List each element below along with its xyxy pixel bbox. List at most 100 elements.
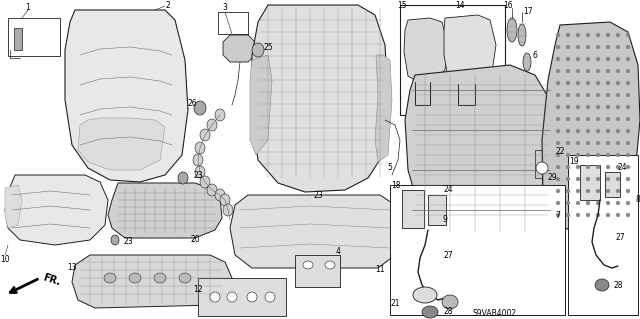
Ellipse shape (616, 141, 620, 145)
Text: 26: 26 (187, 99, 197, 108)
Ellipse shape (576, 81, 580, 85)
Text: 17: 17 (523, 8, 533, 17)
Ellipse shape (566, 69, 570, 73)
Bar (400, 5, 505, 115)
Ellipse shape (179, 273, 191, 283)
Ellipse shape (325, 261, 335, 269)
Ellipse shape (154, 273, 166, 283)
Ellipse shape (207, 184, 217, 196)
Text: 18: 18 (391, 182, 401, 190)
Text: 24: 24 (443, 186, 453, 195)
Text: FR.: FR. (42, 272, 62, 287)
Bar (402, 190, 424, 228)
Ellipse shape (566, 105, 570, 109)
Ellipse shape (596, 117, 600, 121)
Text: 16: 16 (503, 2, 513, 11)
Ellipse shape (576, 57, 580, 61)
Text: 21: 21 (390, 299, 400, 308)
Text: 20: 20 (190, 235, 200, 244)
Text: 28: 28 (613, 280, 623, 290)
Ellipse shape (556, 93, 560, 97)
Text: 5: 5 (388, 164, 392, 173)
Ellipse shape (566, 213, 570, 217)
Ellipse shape (626, 165, 630, 169)
Ellipse shape (616, 201, 620, 205)
Ellipse shape (626, 105, 630, 109)
Ellipse shape (616, 129, 620, 133)
Ellipse shape (195, 142, 205, 154)
Ellipse shape (576, 93, 580, 97)
Ellipse shape (507, 18, 517, 42)
Text: 24: 24 (617, 164, 627, 173)
Ellipse shape (576, 45, 580, 49)
Ellipse shape (566, 45, 570, 49)
Ellipse shape (595, 279, 609, 291)
Text: 23: 23 (123, 238, 133, 247)
Text: 25: 25 (263, 43, 273, 53)
Ellipse shape (606, 189, 610, 193)
Ellipse shape (586, 69, 590, 73)
Ellipse shape (220, 194, 230, 206)
Text: 15: 15 (397, 1, 407, 10)
Polygon shape (542, 22, 640, 232)
Bar (568, 155, 638, 315)
Ellipse shape (616, 57, 620, 61)
Text: 4: 4 (335, 248, 340, 256)
Ellipse shape (606, 153, 610, 157)
Ellipse shape (576, 69, 580, 73)
Text: 27: 27 (615, 234, 625, 242)
Text: 13: 13 (67, 263, 77, 272)
Text: 1: 1 (26, 4, 30, 12)
Ellipse shape (586, 213, 590, 217)
Text: 7: 7 (556, 211, 561, 219)
Ellipse shape (566, 57, 570, 61)
Ellipse shape (606, 117, 610, 121)
Ellipse shape (566, 33, 570, 37)
Ellipse shape (247, 292, 257, 302)
Ellipse shape (200, 129, 210, 141)
Ellipse shape (194, 101, 206, 115)
Ellipse shape (596, 153, 600, 157)
Ellipse shape (556, 201, 560, 205)
Text: 10: 10 (0, 256, 10, 264)
Text: 14: 14 (455, 1, 465, 10)
Ellipse shape (626, 93, 630, 97)
Ellipse shape (616, 213, 620, 217)
Ellipse shape (626, 129, 630, 133)
Ellipse shape (596, 81, 600, 85)
Text: 23: 23 (193, 170, 203, 180)
Ellipse shape (556, 141, 560, 145)
Ellipse shape (223, 204, 233, 216)
Ellipse shape (586, 129, 590, 133)
Ellipse shape (606, 33, 610, 37)
Ellipse shape (566, 117, 570, 121)
Ellipse shape (596, 45, 600, 49)
Ellipse shape (586, 165, 590, 169)
Ellipse shape (606, 81, 610, 85)
Polygon shape (14, 28, 22, 50)
Text: 2: 2 (166, 1, 170, 10)
Ellipse shape (596, 201, 600, 205)
Polygon shape (65, 10, 188, 182)
Text: 28: 28 (444, 308, 452, 316)
Ellipse shape (606, 69, 610, 73)
Ellipse shape (566, 153, 570, 157)
Ellipse shape (616, 165, 620, 169)
Ellipse shape (536, 162, 548, 174)
Ellipse shape (111, 235, 119, 245)
Text: 9: 9 (443, 216, 447, 225)
Ellipse shape (596, 189, 600, 193)
Bar (218, 12, 248, 34)
Ellipse shape (606, 45, 610, 49)
Ellipse shape (576, 105, 580, 109)
Ellipse shape (626, 213, 630, 217)
Ellipse shape (606, 141, 610, 145)
Ellipse shape (556, 105, 560, 109)
Ellipse shape (616, 189, 620, 193)
Polygon shape (108, 183, 222, 238)
Ellipse shape (207, 119, 217, 131)
Ellipse shape (606, 105, 610, 109)
Ellipse shape (556, 213, 560, 217)
Ellipse shape (566, 189, 570, 193)
Text: 23: 23 (313, 190, 323, 199)
